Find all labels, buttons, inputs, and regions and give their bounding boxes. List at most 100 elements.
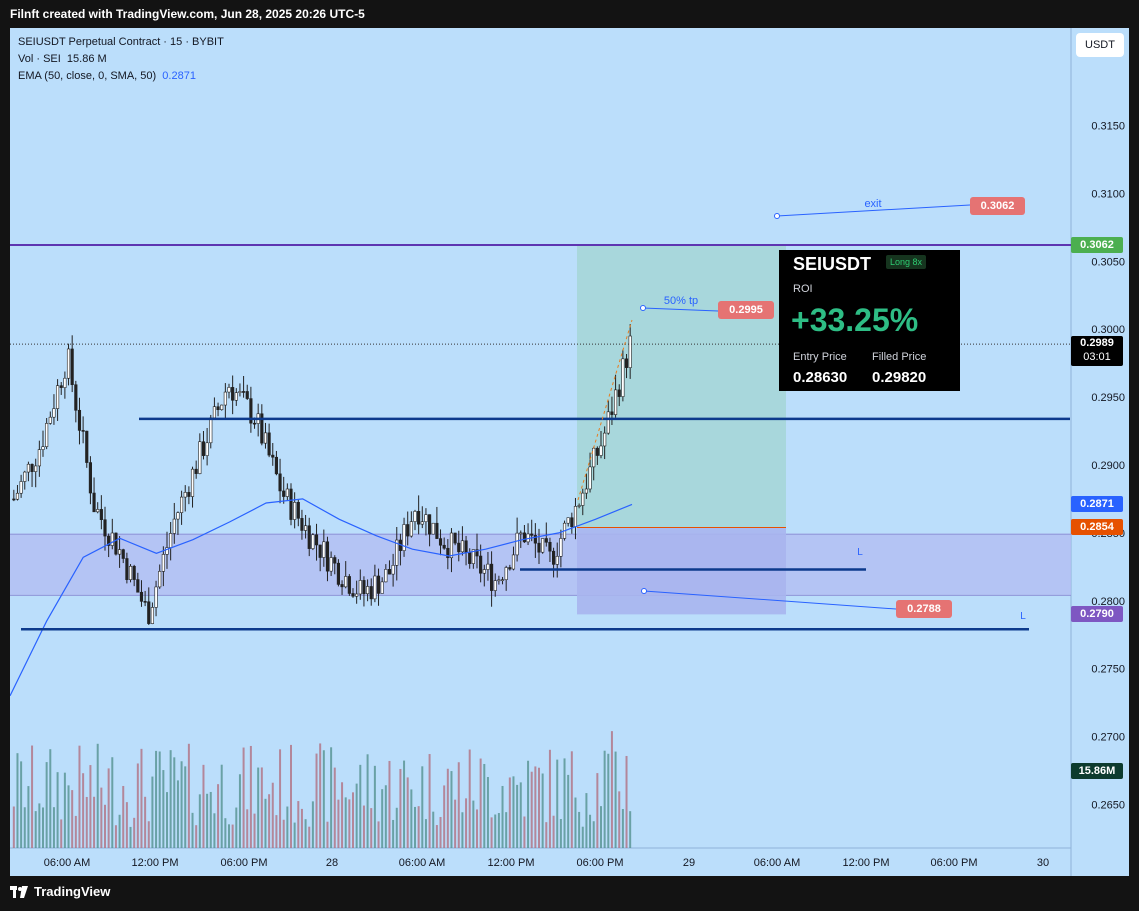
candle-body: [161, 554, 165, 572]
candle-body: [500, 579, 505, 581]
stop-anchor-dot: [641, 588, 647, 594]
candle-body: [41, 446, 45, 450]
leverage-badge: Long 8x: [886, 255, 927, 269]
volume-bar: [435, 825, 438, 848]
candle-body: [216, 406, 220, 410]
candle-body: [457, 542, 461, 553]
ema-price-label[interactable]: 0.2871: [1071, 496, 1123, 513]
volume-bar: [570, 751, 573, 848]
volume-bar: [206, 793, 209, 848]
candle-body: [59, 385, 63, 388]
roi-value: +33.25%: [791, 302, 919, 338]
volume-bar: [253, 813, 256, 848]
volume-bar: [406, 777, 409, 848]
tradingview-brand: TradingView: [34, 884, 111, 899]
currency-button[interactable]: USDT: [1076, 33, 1124, 57]
y-tick-label: 0.2900: [1091, 460, 1125, 472]
candle-body: [300, 518, 304, 531]
volume-bar: [96, 743, 99, 848]
volume-bar: [490, 817, 493, 848]
filled-value: 0.29820: [872, 369, 927, 386]
volume-bar: [508, 777, 511, 848]
candle-body: [362, 580, 366, 595]
candle-body: [107, 535, 111, 546]
candle-body: [358, 580, 362, 595]
volume-bar: [275, 815, 278, 848]
candle-body: [409, 521, 413, 537]
volume-bar: [578, 811, 581, 848]
volume-bar: [534, 766, 537, 848]
y-tick-label: 0.3150: [1091, 121, 1125, 133]
candle-body: [355, 593, 359, 597]
volume-bar: [300, 808, 303, 848]
volume-bar: [187, 743, 190, 848]
volume-bar: [242, 747, 245, 848]
volume-bar: [395, 807, 398, 848]
candle-body: [460, 540, 464, 553]
volume-bar: [556, 759, 559, 848]
candle-body: [333, 557, 337, 564]
volume-bar: [311, 801, 314, 848]
candle-body: [522, 532, 526, 543]
candle-body: [347, 576, 351, 594]
candles: [12, 324, 632, 625]
candle-body: [533, 535, 537, 544]
volume-bar: [107, 768, 110, 848]
volume-bar: [370, 808, 373, 848]
y-tick-label: 0.2800: [1091, 596, 1125, 608]
candle-body: [573, 506, 578, 528]
candle-body: [384, 569, 388, 583]
stop-price-label[interactable]: 0.2790: [1071, 606, 1123, 623]
candle-body: [482, 569, 486, 574]
volume-label[interactable]: 15.86M: [1071, 763, 1123, 779]
volume-bar: [118, 814, 121, 848]
volume-bar: [629, 811, 632, 848]
tp-tag[interactable]: 0.2995: [718, 301, 774, 319]
volume-bar: [585, 793, 588, 848]
volume-bar: [589, 814, 592, 848]
chart-area[interactable]: exit 50% tp L L 0.3150 0.3100 0.3050 0.3000 0.29…: [10, 28, 1129, 876]
candle-body: [570, 517, 574, 528]
volume-bar: [410, 789, 413, 848]
candle-body: [125, 558, 129, 580]
volume-bar: [297, 801, 300, 848]
volume-bar: [414, 806, 416, 848]
candle-body: [194, 468, 198, 474]
candle-body: [479, 555, 483, 574]
stop-connector: [643, 590, 897, 610]
volume-bar: [618, 791, 621, 848]
volume-bar: [319, 743, 322, 848]
exit-price-label[interactable]: 0.3062: [1071, 237, 1123, 254]
loss-zone: [577, 527, 786, 615]
candle-body: [402, 524, 406, 551]
candle-body: [610, 411, 614, 415]
roi-card: SEIUSDT Long 8x ROI +33.25% Entry Price …: [779, 250, 960, 391]
candle-body: [329, 557, 333, 572]
volume-bar: [344, 797, 347, 848]
candle-body: [449, 532, 454, 559]
candle-body: [508, 567, 512, 570]
candle-body: [143, 601, 147, 603]
candle-body: [413, 511, 417, 522]
chart-header: Filnft created with TradingView.com, Jun…: [0, 0, 1139, 28]
volume-bar: [403, 760, 406, 848]
candle-body: [103, 519, 107, 537]
entry-price-label[interactable]: 0.2854: [1071, 519, 1123, 536]
volume-bar: [352, 792, 354, 848]
candle-body: [92, 492, 96, 513]
stop-tag[interactable]: 0.2788: [896, 600, 952, 618]
candle-body: [63, 377, 67, 388]
candle-body: [552, 550, 556, 565]
y-tick-label: 0.3100: [1091, 188, 1125, 200]
candle-body: [267, 432, 271, 456]
last-price-label[interactable]: 0.2989 03:01: [1071, 336, 1123, 367]
candle-body: [581, 492, 585, 506]
exit-tag[interactable]: 0.3062: [970, 197, 1025, 215]
tradingview-logo[interactable]: TradingView: [10, 884, 110, 899]
y-tick-label: 0.2750: [1091, 664, 1125, 676]
volume-bar: [114, 825, 117, 848]
tp-connector: [642, 307, 719, 312]
candle-body: [285, 488, 289, 497]
volume-bar: [202, 764, 205, 848]
